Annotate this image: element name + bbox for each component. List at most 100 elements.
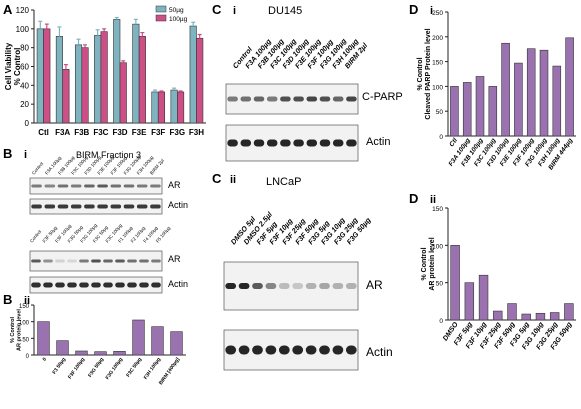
bar <box>94 35 102 124</box>
y-axis-label: Cleaved PARP Protein level <box>425 28 432 119</box>
blot-band <box>110 204 122 209</box>
blot-band <box>115 259 125 263</box>
blot-band <box>123 184 135 188</box>
bar <box>151 91 159 124</box>
legend-label: 100µg <box>169 16 188 23</box>
bar <box>189 25 197 124</box>
blot-band <box>280 96 291 102</box>
x-tick-label: F3G 50µg <box>87 357 105 379</box>
blot-band <box>227 139 238 147</box>
bar <box>138 36 146 124</box>
panel-letter-d: D <box>409 2 418 17</box>
blot-cii-ar-label: AR <box>366 278 383 292</box>
blot-band <box>70 184 82 188</box>
blot-cii-actin-label: Actin <box>366 345 393 359</box>
x-tick-label: Ctl <box>38 128 49 137</box>
y-tick-label: 80 <box>20 44 29 53</box>
x-tick-label: F3C <box>93 128 108 137</box>
blot-band <box>293 96 304 102</box>
blot-ci-cparp <box>225 83 359 115</box>
blot-band <box>265 345 277 355</box>
blot-bi-ar-label-bottom: AR <box>168 254 181 264</box>
x-tick-label: F3G 100µg <box>105 357 124 381</box>
blot-band <box>103 282 113 288</box>
blot-band <box>305 345 317 355</box>
y-tick-label: 100 <box>19 321 30 327</box>
panel-sub-dii: ii <box>430 194 436 206</box>
bar <box>196 37 204 124</box>
x-tick-label: F3D <box>112 128 127 137</box>
y-tick-label: 100 <box>432 243 443 250</box>
blot-band <box>278 345 290 355</box>
bar <box>464 282 475 321</box>
x-tick-label: 0 <box>42 357 49 363</box>
y-axis-label: % Control <box>417 57 424 90</box>
blot-band <box>136 184 148 188</box>
blot-band <box>79 282 89 288</box>
y-axis-label: Cell Viability <box>4 42 13 90</box>
chart-di-cleaved-parp: 0 50 100 150 200 250 % Control Cleaved PARP Pro… <box>417 10 576 171</box>
panel-letter-c2: C <box>212 171 222 186</box>
blot-band <box>151 259 161 263</box>
blot-band <box>44 184 56 188</box>
y-tick-label: 0 <box>439 134 443 141</box>
bar <box>81 47 89 124</box>
y-tick-label: 60 <box>20 63 29 72</box>
blot-band <box>43 259 53 263</box>
bar <box>74 44 83 124</box>
legend-swatch <box>155 5 167 13</box>
y-tick-label: 0 <box>25 119 30 128</box>
x-tick-label: F3G <box>170 128 186 137</box>
blot-cii-actin <box>223 329 359 371</box>
blot-band <box>31 204 42 209</box>
blot-band <box>319 283 330 289</box>
blot-band <box>43 282 53 288</box>
y-tick-label: 0 <box>439 318 443 325</box>
blot-band <box>136 204 148 209</box>
x-tick-label: F3C 50µg <box>125 357 143 379</box>
blot-band <box>305 283 317 289</box>
blot-membrane <box>29 198 163 215</box>
y-tick-label: 50 <box>22 337 29 343</box>
blot-band <box>84 184 95 188</box>
blot-band <box>55 259 65 263</box>
bar <box>514 62 523 137</box>
legend-label: 50µg <box>169 7 184 14</box>
blot-band <box>240 139 252 147</box>
x-tick-label: F3A <box>55 128 70 137</box>
bar <box>113 351 126 356</box>
panel-letter-b2: B <box>3 292 12 307</box>
bar <box>507 303 517 321</box>
blot-band <box>31 259 41 263</box>
legend-swatch <box>155 14 167 22</box>
blot-band <box>91 282 101 288</box>
bar <box>462 82 472 137</box>
blot-band <box>57 204 69 209</box>
blot-band <box>150 204 161 209</box>
bar <box>450 86 459 137</box>
birm-fraction-title: BIRM Fraction 3 <box>76 150 141 160</box>
bar <box>565 37 574 137</box>
bar <box>564 303 574 321</box>
y-tick-label: 50 <box>436 109 444 116</box>
blot-bi-actin-label-top: Actin <box>168 200 188 210</box>
bar <box>113 19 121 124</box>
blot-band <box>346 139 357 147</box>
bar <box>493 310 503 321</box>
blot-ci-cparp-label: C-PARP <box>362 91 403 103</box>
lane-label: Control <box>31 161 44 176</box>
y-tick-label: 100 <box>16 25 30 34</box>
bar <box>535 312 546 321</box>
bar <box>119 62 127 124</box>
blot-band <box>332 345 344 355</box>
bar <box>170 331 183 356</box>
blot-band <box>97 204 108 209</box>
bar <box>132 23 140 124</box>
blot-band <box>84 204 95 209</box>
bar <box>56 340 69 356</box>
blot-band <box>306 139 318 147</box>
blot-band <box>252 283 263 289</box>
y-axis-label: % Control <box>13 48 22 86</box>
bar <box>37 321 50 356</box>
